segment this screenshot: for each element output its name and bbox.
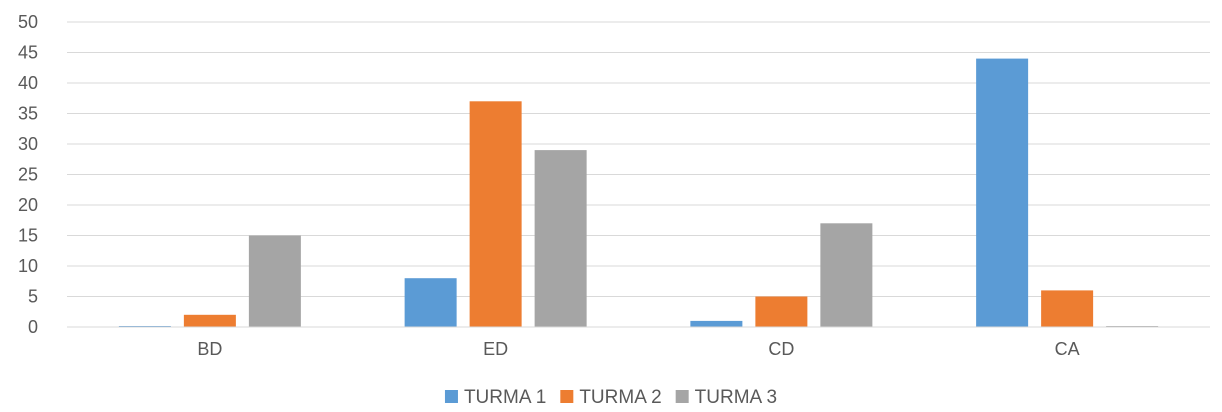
bar-ed-turma-3 — [534, 150, 587, 327]
x-tick-label: CD — [768, 339, 794, 359]
y-tick-label: 30 — [18, 134, 38, 154]
y-tick-label: 0 — [28, 317, 38, 337]
bar-cd-turma-3 — [820, 223, 873, 327]
bar-ed-turma-2 — [469, 101, 522, 327]
bar-bd-turma-2 — [183, 314, 236, 327]
legend-label: TURMA 2 — [579, 387, 661, 408]
bar-ca-turma-1 — [976, 58, 1029, 327]
legend-label: TURMA 3 — [695, 387, 777, 408]
y-tick-label: 15 — [18, 226, 38, 246]
y-axis-ticks: 0 5 10 15 20 25 30 35 40 45 50 — [18, 12, 38, 337]
legend-swatch — [560, 390, 574, 403]
legend-label: TURMA 1 — [464, 387, 546, 408]
gridlines — [67, 21, 1210, 297]
y-tick-label: 20 — [18, 195, 38, 215]
bar-cd-turma-2 — [755, 296, 808, 327]
x-tick-label: ED — [483, 339, 508, 359]
bar-ed-turma-1 — [404, 278, 457, 327]
x-axis-ticks: BD ED CD CA — [197, 339, 1079, 359]
bar-ca-turma-2 — [1041, 290, 1094, 327]
y-tick-label: 35 — [18, 104, 38, 124]
y-tick-label: 25 — [18, 165, 38, 185]
bar-cd-turma-1 — [690, 320, 743, 327]
y-tick-label: 40 — [18, 73, 38, 93]
y-tick-label: 45 — [18, 43, 38, 63]
x-tick-label: CA — [1055, 339, 1080, 359]
legend: TURMA 1 TURMA 2 TURMA 3 — [444, 387, 777, 408]
legend-swatch — [444, 390, 458, 403]
y-tick-label: 10 — [18, 256, 38, 276]
bar-bd-turma-3 — [248, 235, 301, 327]
x-tick-label: BD — [197, 339, 222, 359]
legend-swatch — [675, 390, 689, 403]
y-tick-label: 50 — [18, 12, 38, 32]
y-tick-label: 5 — [28, 287, 38, 307]
bars — [118, 58, 1159, 327]
